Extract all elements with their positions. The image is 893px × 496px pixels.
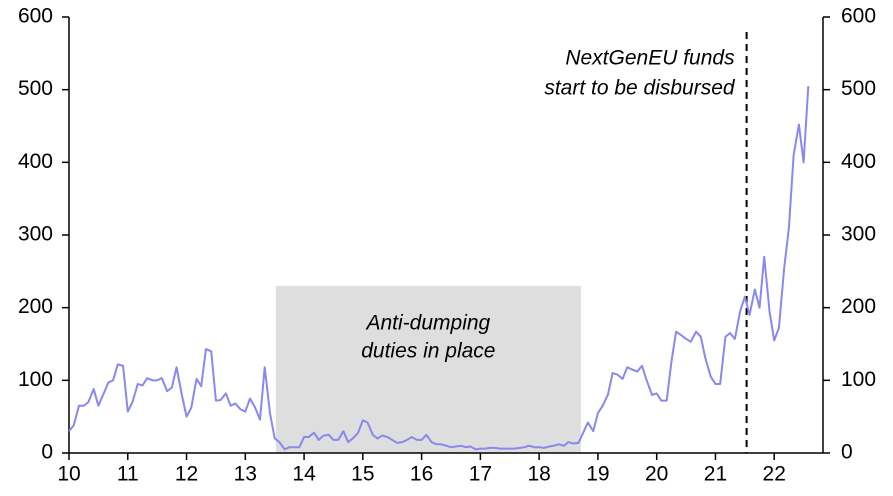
y2-tick-label: 100 xyxy=(841,368,876,391)
y2-tick-label: 400 xyxy=(841,150,876,173)
y2-tick-label: 600 xyxy=(841,5,876,28)
x-tick-label: 15 xyxy=(351,463,374,486)
x-tick-label: 10 xyxy=(57,463,80,486)
x-tick-label: 22 xyxy=(763,463,786,486)
x-tick-label: 19 xyxy=(586,463,609,486)
event-label: NextGenEU funds xyxy=(565,47,735,70)
x-tick-label: 11 xyxy=(117,463,139,486)
span-label: Anti-dumping xyxy=(365,312,491,335)
y-tick-label: 100 xyxy=(18,368,53,391)
y-tick-label: 600 xyxy=(18,5,53,28)
y2-tick-label: 300 xyxy=(841,223,876,246)
y-tick-label: 400 xyxy=(18,150,53,173)
y2-tick-label: 500 xyxy=(841,77,876,100)
x-tick-label: 16 xyxy=(410,463,433,486)
x-tick-label: 18 xyxy=(527,463,550,486)
series-line xyxy=(68,85,810,451)
x-tick-label: 12 xyxy=(175,463,198,486)
shaded-span xyxy=(275,285,581,453)
y2-tick-label: 0 xyxy=(841,441,853,464)
x-tick-label: 13 xyxy=(234,463,257,486)
y-tick-label: 200 xyxy=(18,295,53,318)
x-tick-label: 14 xyxy=(292,463,316,486)
x-tick-label: 17 xyxy=(469,463,492,486)
x-tick-label: 21 xyxy=(704,463,727,486)
x-tick-label: 20 xyxy=(645,463,668,486)
y2-tick-label: 200 xyxy=(841,295,876,318)
span-label: duties in place xyxy=(361,340,495,363)
y-tick-label: 500 xyxy=(18,77,53,100)
y-tick-label: 300 xyxy=(18,223,53,246)
event-label: start to be disbursed xyxy=(544,77,736,100)
y-tick-label: 0 xyxy=(41,441,53,464)
